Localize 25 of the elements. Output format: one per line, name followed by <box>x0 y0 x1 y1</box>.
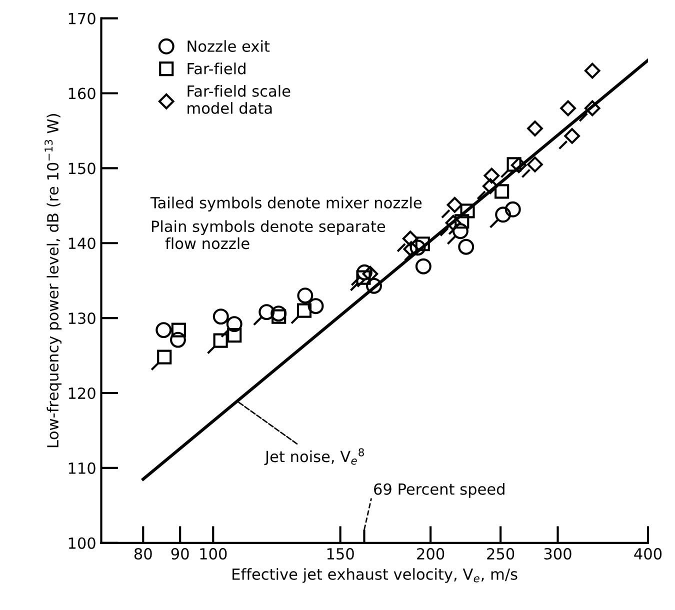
annotation: Jet noise, V$_{e}$$^{8}$ <box>264 448 364 466</box>
legend-label: Nozzle exit <box>188 40 270 52</box>
y-tick-label: 150 <box>68 162 96 174</box>
x-tick-label: 90 <box>171 548 189 560</box>
y-tick-label: 100 <box>68 537 96 549</box>
y-tick-label: 170 <box>68 12 96 24</box>
x-tick-label: 400 <box>634 548 662 560</box>
legend-label: Far-field scale model data <box>188 85 290 114</box>
x-tick-label: 150 <box>327 548 354 560</box>
x-tick-label: 200 <box>417 548 444 560</box>
x-tick-label: 250 <box>487 548 514 560</box>
x-tick-label: 80 <box>134 548 152 560</box>
x-tick-label: 100 <box>200 548 227 560</box>
y-tick-label: 110 <box>68 462 96 474</box>
y-axis-title: Low-frequency power level, dB (re 10$^{−13}$ W) <box>44 114 62 448</box>
annotation: 69 Percent speed <box>374 483 504 498</box>
legend-label: Far-field <box>188 62 246 74</box>
y-tick-label: 130 <box>68 312 96 324</box>
x-axis-title: Effective jet exhaust velocity, V$_{e}$, m/s <box>232 568 518 583</box>
annotation: Tailed symbols denote mixer nozzle <box>150 196 422 212</box>
y-tick-label: 120 <box>68 387 96 400</box>
y-tick-label: 160 <box>68 88 96 100</box>
y-tick-label: 140 <box>68 238 96 250</box>
x-tick-label: 300 <box>544 548 572 560</box>
annotation: Plain symbols denote separate flow nozzle <box>152 220 386 250</box>
